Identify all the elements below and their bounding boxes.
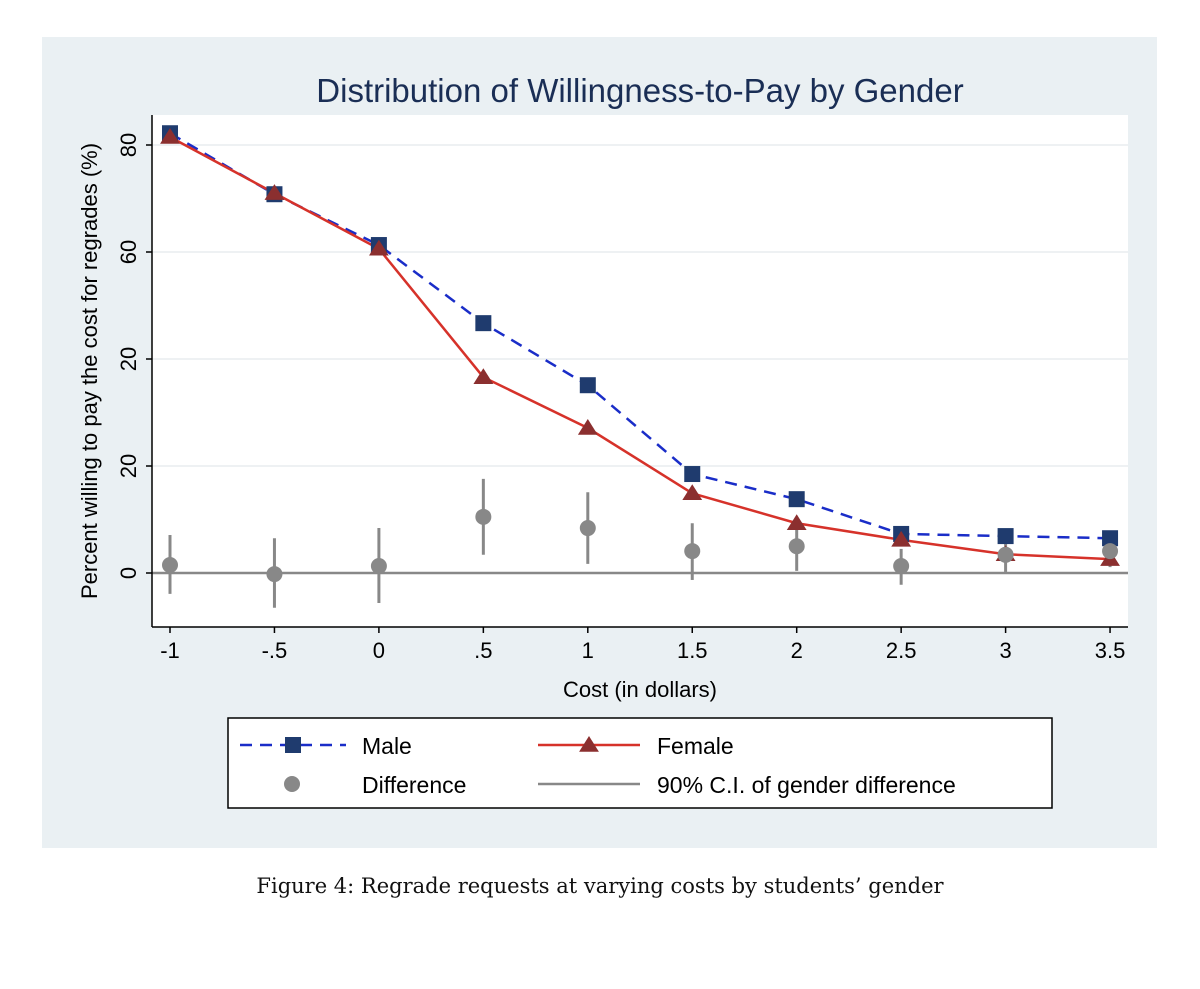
legend-ci-label: 90% C.I. of gender difference — [657, 772, 956, 798]
legend-female-label: Female — [657, 733, 734, 759]
difference-marker — [266, 566, 283, 583]
male-marker — [475, 315, 492, 332]
female-line — [169, 135, 1111, 561]
legend-female-marker — [579, 736, 599, 752]
female-marker — [369, 239, 389, 256]
male-marker — [1102, 530, 1119, 547]
y-axis-label: Percent willing to pay the cost for regr… — [77, 143, 102, 599]
female-marker — [682, 484, 703, 501]
male-marker — [684, 466, 701, 483]
plot-area — [152, 115, 1128, 627]
difference-marker — [788, 538, 805, 555]
y-tick-label: 20 — [116, 347, 141, 371]
x-tick-label: 1.5 — [677, 638, 708, 663]
male-marker — [788, 491, 805, 508]
difference-marker — [893, 558, 910, 575]
difference-marker — [997, 546, 1014, 563]
x-tick-label: 3.5 — [1095, 638, 1126, 663]
y-tick-label: 80 — [116, 133, 141, 157]
x-tick-label: 2.5 — [886, 638, 917, 663]
legend-difference-marker — [284, 776, 300, 792]
y-tick-label: 0 — [116, 567, 141, 579]
female-marker — [786, 514, 807, 530]
x-tick-label: -1 — [160, 638, 180, 663]
difference-marker — [1102, 543, 1119, 560]
female-marker — [160, 127, 180, 144]
male-marker — [579, 377, 596, 394]
x-tick-label: 2 — [791, 638, 803, 663]
male-marker — [997, 528, 1014, 545]
legend-box — [227, 717, 1053, 809]
x-tick-label: 1 — [582, 638, 594, 663]
legend-difference-label: Difference — [362, 772, 466, 798]
figure-caption: Figure 4: Regrade requests at varying co… — [256, 874, 944, 898]
x-tick-label: 3 — [999, 638, 1011, 663]
chart-title: Distribution of Willingness-to-Pay by Ge… — [316, 72, 963, 109]
y-tick-label: 20 — [116, 454, 141, 478]
difference-marker — [162, 556, 178, 573]
difference-marker — [579, 520, 596, 537]
y-tick-label: 60 — [116, 240, 141, 264]
x-tick-label: -.5 — [262, 638, 288, 663]
x-tick-label: .5 — [474, 638, 492, 663]
legend-male-marker — [285, 737, 301, 753]
female-marker — [891, 530, 912, 547]
female-marker — [264, 184, 285, 200]
x-axis-label: Cost (in dollars) — [563, 677, 717, 702]
legend-male-label: Male — [362, 733, 412, 759]
difference-marker — [475, 508, 492, 525]
female-marker — [473, 368, 494, 384]
difference-marker — [684, 543, 701, 560]
female-marker — [577, 419, 598, 435]
difference-marker — [370, 558, 387, 575]
x-tick-label: 0 — [373, 638, 385, 663]
